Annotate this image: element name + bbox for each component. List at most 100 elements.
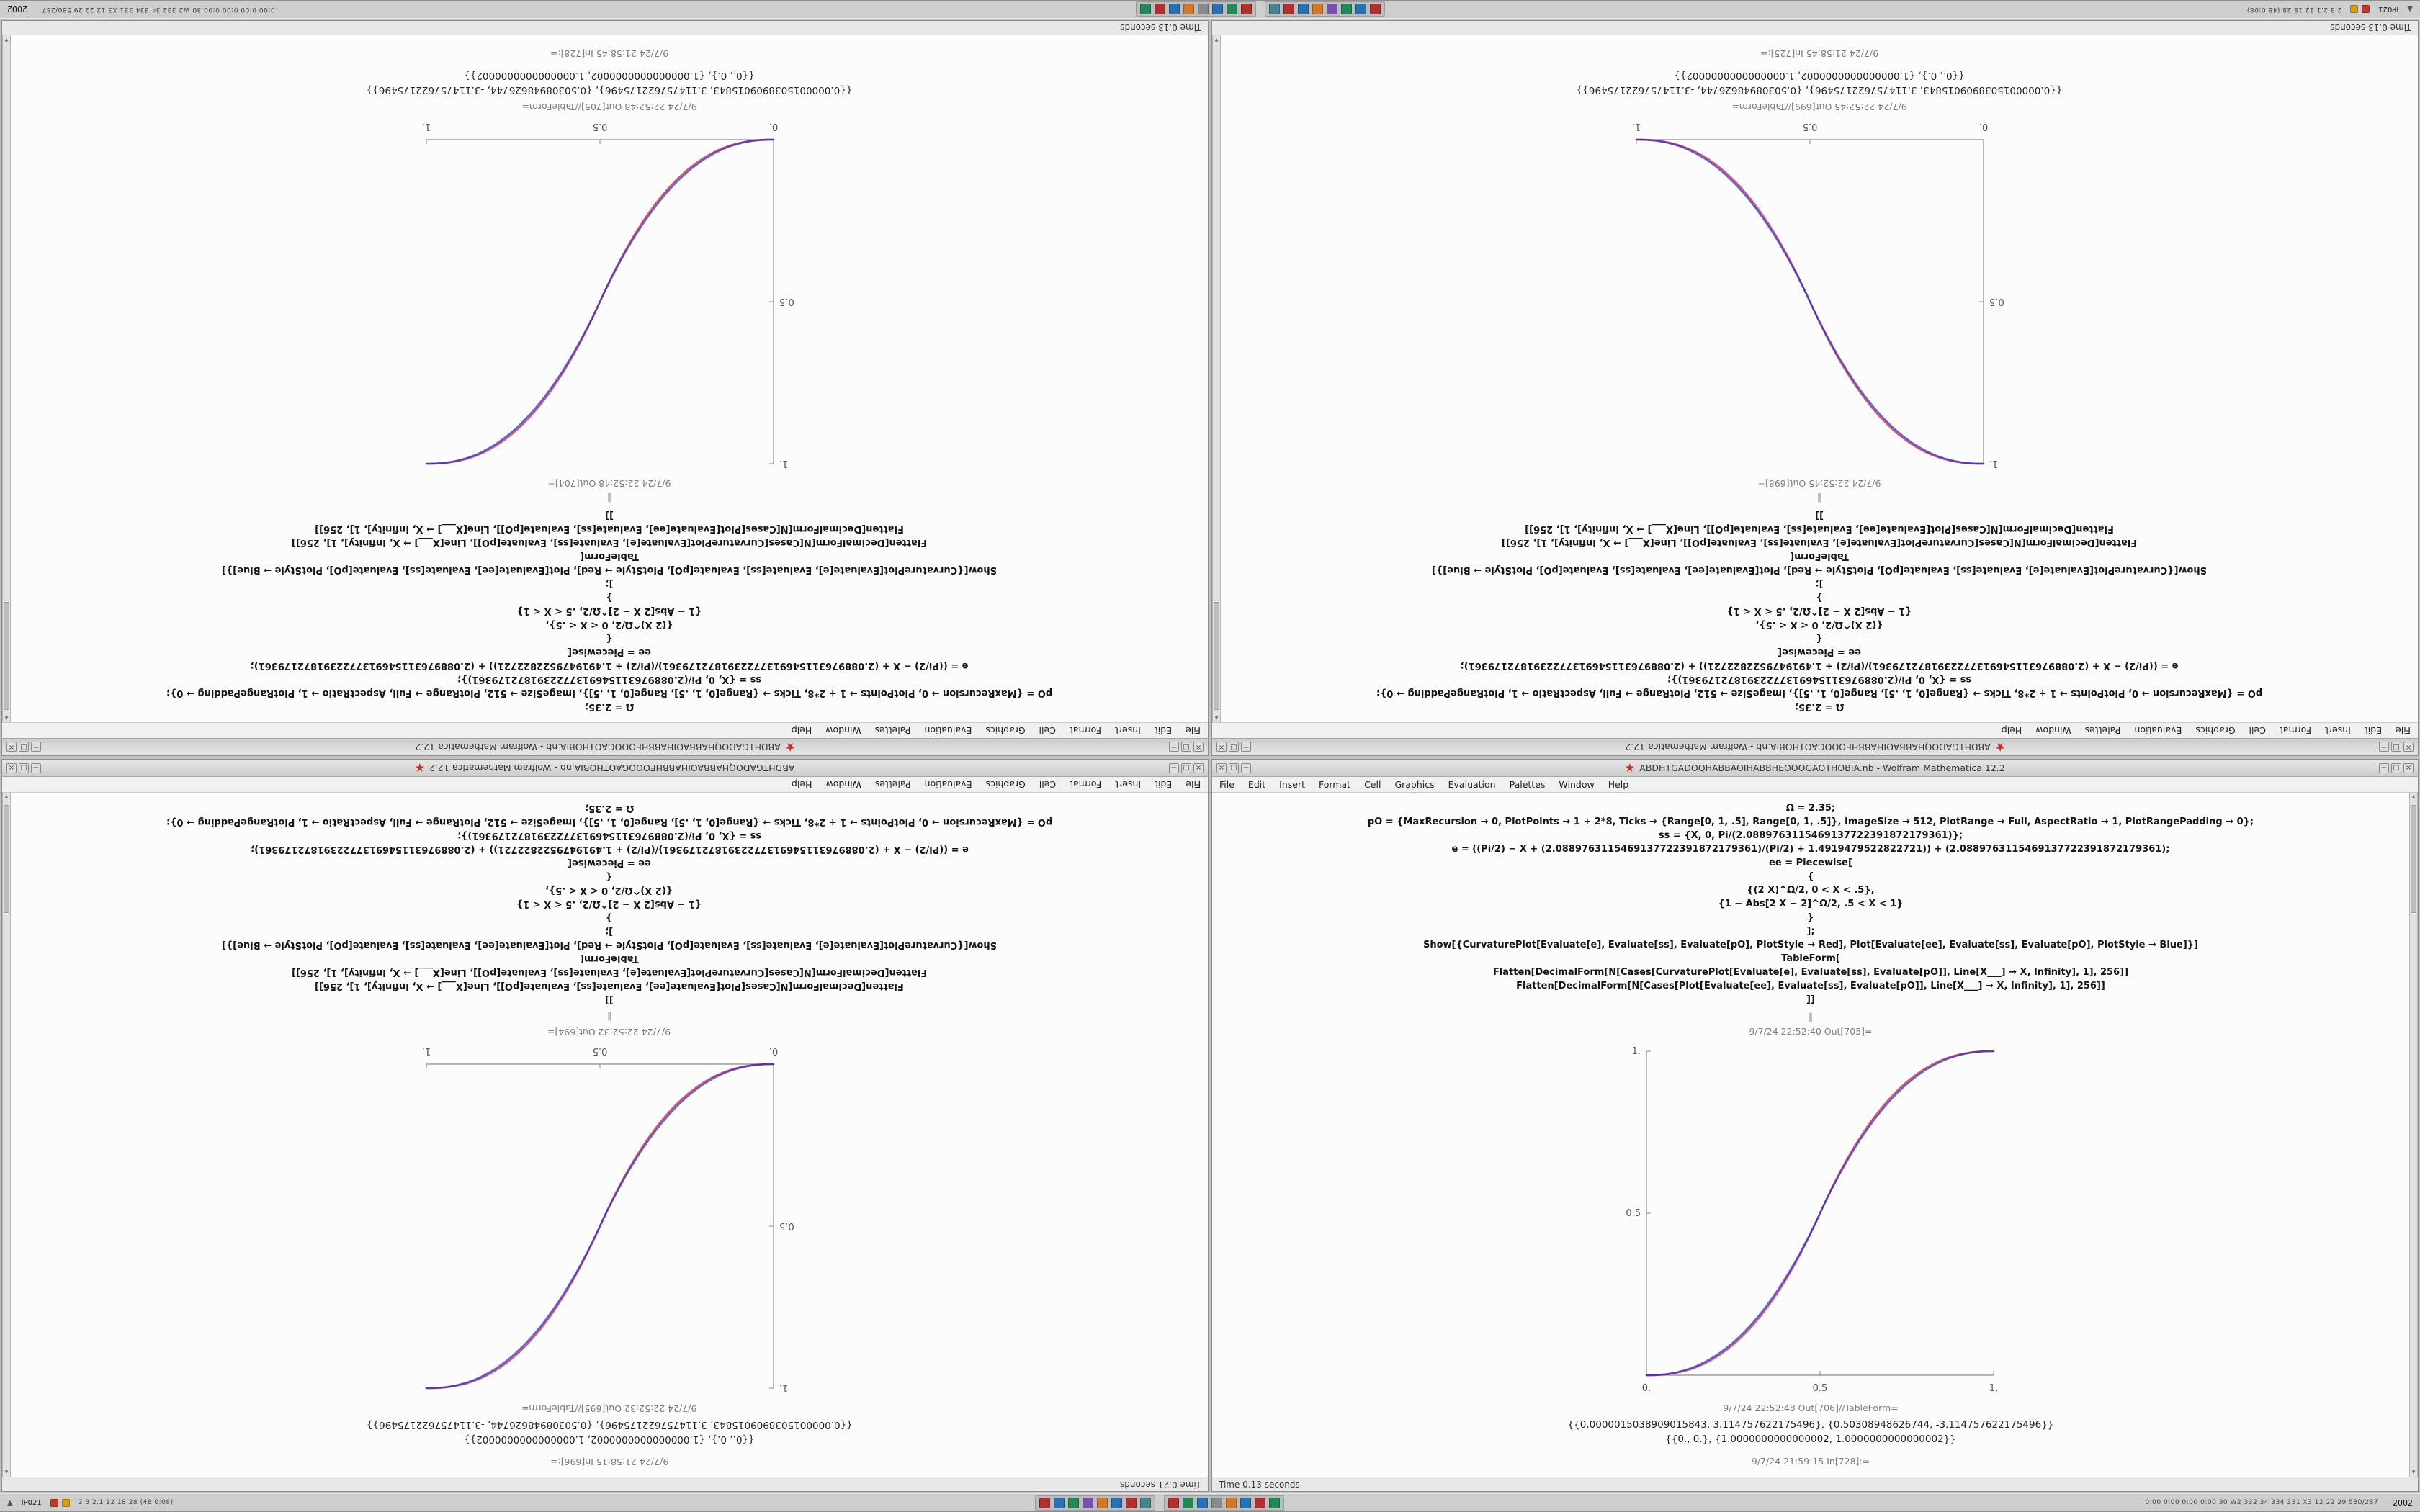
window-button[interactable]: ▢ [1181,742,1191,752]
code-line[interactable]: ss = {X, 0, Pi/(2.0889763115469137722391… [457,674,762,685]
menu-item[interactable]: Edit [1154,779,1173,790]
code-line[interactable]: {(2 X)^Ω/2, 0 < X < .5}, [545,619,673,630]
window-titlebar[interactable]: × ▢ − ABDHTGADOQHABBAOIHABBHEOOOGAOTHOBIA.… [2,738,1208,755]
code-line[interactable]: Ω = 2.35; [584,803,635,814]
code-line[interactable]: { [1807,871,1814,882]
window-button[interactable]: ▢ [19,762,29,773]
app-icon[interactable] [1125,1497,1137,1508]
menu-item[interactable]: File [1186,725,1201,736]
menu-item[interactable]: Help [791,779,812,790]
code-line[interactable]: Flatten[DecimalForm[N[Cases[CurvaturePlo… [1492,967,2129,978]
scroll-down-icon[interactable]: ▾ [4,1469,9,1476]
code-line[interactable]: ss = {X, 0, Pi/(2.0889763115469137722391… [457,830,762,841]
app-icon[interactable] [1155,4,1166,15]
code-line[interactable]: {1 − Abs[2 X − 2]^Ω/2, .5 < X < 1} [516,899,702,909]
code-line[interactable]: {1 − Abs[2 X − 2]^Ω/2, .5 < X < 1} [1718,899,1904,909]
menu-item[interactable]: Palettes [2084,725,2121,736]
menu-item[interactable]: File [1219,779,1234,790]
code-line[interactable]: ee = Piecewise[ [1769,858,1852,868]
app-icon[interactable] [1212,4,1224,15]
app-icon[interactable] [1341,4,1353,15]
menu-item[interactable]: Cell [1039,779,1056,790]
window-button[interactable]: − [1169,762,1179,773]
menu-item[interactable]: Format [1069,725,1101,736]
code-line[interactable]: Flatten[DecimalForm[N[Cases[CurvaturePlo… [291,967,928,978]
code-line[interactable]: Show[{CurvaturePlot[Evaluate[e], Evaluat… [1422,940,2198,950]
scrollbar-thumb[interactable] [1214,602,1219,710]
code-line[interactable]: Flatten[DecimalForm[N[Cases[CurvaturePlo… [291,537,928,548]
window-button[interactable]: × [1193,762,1204,773]
menu-item[interactable]: File [2396,725,2411,736]
menu-item[interactable]: Palettes [1509,779,1546,790]
scrollbar[interactable]: ▴ ▾ [2409,793,2418,1477]
code-line[interactable]: {(2 X)^Ω/2, 0 < X < .5}, [1755,619,1883,630]
app-icon[interactable] [1067,1497,1079,1508]
app-icon[interactable] [1283,4,1295,15]
menu-item[interactable]: Help [1608,779,1629,790]
window-titlebar[interactable]: × ▢ − ABDHTGADOQHABBAOIHABBHEOOOGAOTHOBIA.… [2,760,1208,777]
menu-item[interactable]: Edit [1154,725,1173,736]
code-line[interactable]: e = ((Pi/2) − X + (2.0889763115469137722… [1451,844,2170,855]
app-icon[interactable] [1196,1497,1208,1508]
app-icon[interactable] [1111,1497,1122,1508]
tray-icon[interactable] [2350,5,2359,14]
menu-item[interactable]: Window [2035,725,2071,736]
code-line[interactable]: { [606,871,613,882]
code-line[interactable]: TableForm[ [580,953,639,964]
menu-item[interactable]: Cell [1039,725,1056,736]
app-icon[interactable] [1268,1497,1280,1508]
app-icon[interactable] [1082,1497,1093,1508]
tray-icon[interactable] [50,1498,58,1507]
code-line[interactable]: Flatten[DecimalForm[N[Cases[Plot[Evaluat… [1525,523,2114,534]
app-icon[interactable] [1225,1497,1237,1508]
code-line[interactable]: ee = Piecewise[ [1778,647,1861,657]
code-line[interactable]: { [1816,633,1823,644]
menu-item[interactable]: Cell [2249,725,2266,736]
window-button[interactable]: − [1169,742,1179,752]
menu-item[interactable]: Window [825,779,861,790]
tray-icon[interactable] [2362,5,2370,14]
app-icon[interactable] [1211,1497,1222,1508]
window-button[interactable]: ▢ [2391,762,2401,773]
menu-item[interactable]: Palettes [874,779,911,790]
code-line[interactable]: Flatten[DecimalForm[N[Cases[Plot[Evaluat… [315,981,904,991]
code-line[interactable]: Show[{CurvaturePlot[Evaluate[e], Evaluat… [222,564,998,575]
window-button[interactable]: ▢ [19,742,29,752]
code-line[interactable]: e = ((Pi/2) − X + (2.0889763115469137722… [1460,660,2179,671]
code-line[interactable]: TableForm[ [1790,551,1849,562]
app-icon[interactable] [1198,4,1209,15]
menu-item[interactable]: Format [1319,779,1351,790]
window-button[interactable]: ▢ [1181,762,1191,773]
menu-item[interactable]: Format [2279,725,2311,736]
app-icon[interactable] [1053,1497,1065,1508]
scroll-up-icon[interactable]: ▴ [2411,793,2416,801]
app-icon[interactable] [1312,4,1324,15]
menu-item[interactable]: Evaluation [1448,779,1496,790]
code-line[interactable]: pO = {MaxRecursion → 0, PlotPoints → 1 +… [1367,816,2254,827]
code-line[interactable]: TableForm[ [580,551,639,562]
code-line[interactable]: } [606,912,613,923]
code-line[interactable]: Ω = 2.35; [1794,701,1845,712]
window-button[interactable]: − [2379,762,2389,773]
code-line[interactable]: Flatten[DecimalForm[N[Cases[Plot[Evaluat… [315,523,904,534]
app-icon[interactable] [1370,4,1381,15]
scrollbar[interactable]: ▴ ▾ [2,793,11,1477]
window-button[interactable]: × [1193,742,1204,752]
menu-item[interactable]: Graphics [985,725,1026,736]
code-line[interactable]: e = ((Pi/2) − X + (2.0889763115469137722… [250,844,969,855]
taskbar-arrow-icon[interactable]: ▲ [2407,5,2413,14]
menu-item[interactable]: Insert [1115,725,1141,736]
code-line[interactable]: ]] [1815,510,1824,521]
menu-item[interactable]: Edit [2364,725,2383,736]
window-button[interactable]: − [1241,742,1251,752]
code-line[interactable]: } [1807,912,1814,923]
menu-item[interactable]: Edit [1247,779,1266,790]
menu-item[interactable]: Cell [1364,779,1381,790]
code-line[interactable]: ]] [1806,994,1815,1005]
app-icon[interactable] [1241,4,1252,15]
code-line[interactable]: e = ((Pi/2) − X + (2.0889763115469137722… [250,660,969,671]
menu-item[interactable]: Evaluation [924,725,972,736]
code-line[interactable]: pO = {MaxRecursion → 0, PlotPoints → 1 +… [1376,688,2263,698]
app-icon[interactable] [1039,1497,1050,1508]
menu-item[interactable]: Graphics [2195,725,2236,736]
